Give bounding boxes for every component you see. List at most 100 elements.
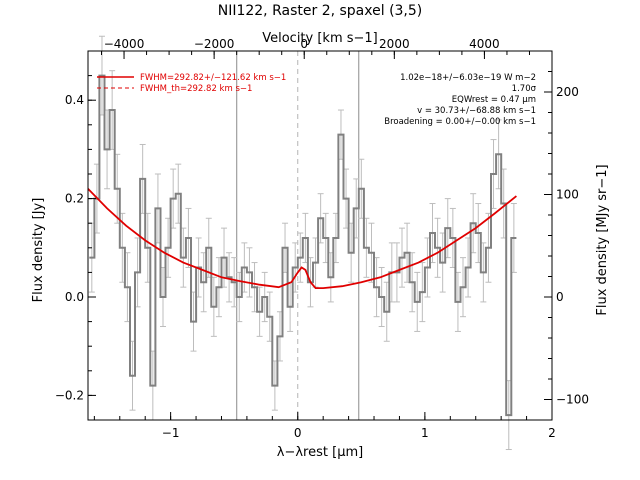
data-point: [472, 222, 474, 224]
data-step-line: [89, 74, 517, 417]
data-point: [126, 286, 129, 288]
data-point: [152, 384, 154, 387]
y-tick-label: −0.2: [55, 388, 84, 402]
data-point: [370, 251, 373, 254]
data-point: [462, 286, 464, 288]
data-point: [513, 237, 515, 239]
data-point: [121, 247, 124, 249]
fit-curve: [87, 188, 517, 289]
data-point: [136, 271, 139, 274]
data-point: [233, 281, 235, 284]
annotation-broadening: Broadening = 0.00+/−0.00 km s−1: [384, 117, 536, 127]
data-point: [416, 301, 419, 303]
data-point: [91, 256, 93, 259]
data-point: [263, 296, 266, 298]
data-point: [401, 256, 403, 259]
data-point: [335, 237, 337, 239]
top-axis-title: Velocity [km s−1]: [262, 31, 378, 46]
top-tick-label: −2000: [194, 37, 235, 51]
data-point: [299, 256, 302, 259]
data-point: [223, 256, 225, 259]
x-tick-label: 2: [548, 426, 556, 440]
top-tick-label: 0: [300, 37, 308, 51]
data-point: [457, 301, 459, 303]
data-point: [268, 315, 271, 318]
right-tick-label: −100: [556, 393, 589, 407]
top-tick-label: 4000: [469, 37, 500, 51]
right-tick-label: 100: [556, 188, 579, 202]
data-point: [477, 232, 480, 234]
data-point: [487, 247, 490, 249]
data-point: [492, 173, 495, 175]
data-point: [253, 286, 256, 288]
data-point: [294, 266, 297, 269]
data-point: [436, 247, 439, 249]
data-point: [238, 296, 241, 298]
data-point: [421, 291, 424, 293]
data-point: [162, 296, 164, 298]
data-point: [350, 251, 352, 254]
data-point: [446, 227, 449, 229]
data-point: [207, 247, 210, 249]
data-point: [385, 310, 388, 313]
data-point: [258, 310, 261, 313]
data-point: [340, 133, 342, 136]
data-point: [375, 286, 378, 288]
annotation-flux: 1.02e−18+/−6.03e−19 W m−2: [400, 73, 536, 83]
data-point: [314, 261, 317, 264]
data-point: [243, 266, 246, 269]
data-point: [213, 306, 215, 308]
data-point: [228, 276, 230, 279]
data-point: [279, 335, 281, 338]
data-point: [355, 207, 358, 210]
data-point: [502, 202, 505, 205]
fit-series: [87, 188, 517, 289]
data-point: [406, 251, 408, 254]
axes: −1 0 1 2−4000 −2000 0 2000 4000−0.20.00.20.4−10…: [55, 37, 589, 440]
data-point: [157, 207, 159, 210]
fit-annotations: 1.02e−18+/−6.03e−19 W m−2 1.70σ EQWrest …: [384, 73, 536, 127]
data-point: [131, 374, 134, 377]
reference-lines: [236, 51, 360, 420]
data-point: [380, 296, 383, 298]
annotation-sigma: 1.70σ: [512, 84, 537, 94]
legend: FWHM=292.82+/−121.62 km s−1 FWHM_th=292.…: [97, 73, 286, 94]
right-tick-label: 0: [556, 290, 564, 304]
data-point: [324, 237, 327, 239]
annotation-velocity: v = 30.73+/−68.88 km s−1: [417, 106, 536, 116]
data-point: [411, 281, 413, 284]
data-point: [482, 271, 485, 274]
chart-title: NII122, Raster 2, spaxel (3,5): [218, 3, 423, 19]
data-point: [330, 276, 332, 279]
data-point: [182, 256, 185, 259]
data-point: [101, 74, 103, 77]
data-point: [360, 187, 363, 190]
data-point: [116, 187, 119, 190]
data-point: [289, 306, 291, 308]
data-point: [218, 286, 220, 288]
right-axis-title: Flux density [MJy sr−1]: [595, 164, 610, 315]
data-point: [319, 217, 322, 220]
top-tick-label: 2000: [379, 37, 410, 51]
data-point: [441, 261, 444, 264]
data-point: [172, 197, 174, 200]
annotation-eqw: EQWrest = 0.47 µm: [452, 95, 536, 105]
right-tick-label: 200: [556, 85, 579, 99]
data-point: [467, 266, 469, 269]
x-tick-label: 1: [421, 426, 429, 440]
x-axis-title: λ−λrest [µm]: [277, 445, 363, 460]
data-point: [192, 320, 195, 323]
x-tick-label: −1: [162, 426, 180, 440]
data-point: [452, 237, 454, 239]
data-point: [345, 197, 347, 200]
data-point: [248, 271, 251, 274]
data-point: [141, 178, 144, 180]
x-tick-label: 0: [294, 426, 302, 440]
legend-fwhm-th-label: FWHM_th=292.82 km s−1: [140, 84, 252, 94]
top-tick-label: −4000: [104, 37, 145, 51]
data-point: [274, 384, 276, 387]
data-point: [284, 247, 286, 249]
y-axis-title: Flux density [Jy]: [31, 198, 46, 303]
data-series: [88, 35, 517, 451]
data-point: [426, 266, 429, 269]
